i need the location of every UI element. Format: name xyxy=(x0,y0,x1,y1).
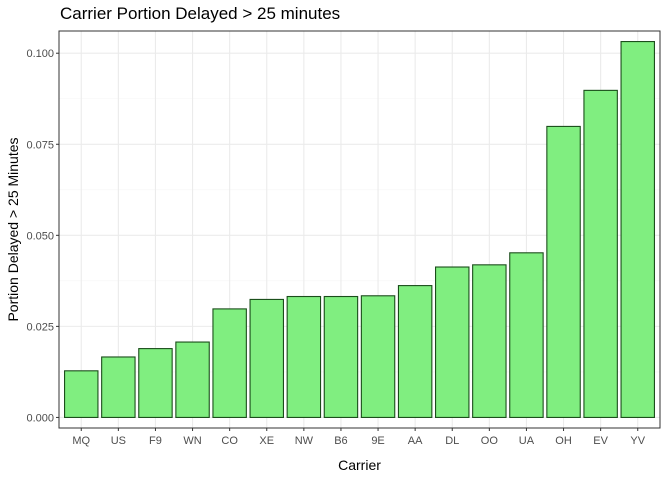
x-tick-label: DL xyxy=(445,435,459,447)
bar-nw xyxy=(286,295,322,418)
x-tick-label: WN xyxy=(183,435,201,447)
y-tick-label: 0.050 xyxy=(26,230,54,242)
y-axis-ticks: 0.000 0.025 0.050 0.075 0.100 xyxy=(26,48,59,424)
bar-oh xyxy=(546,125,581,418)
x-tick-label: AA xyxy=(408,435,423,447)
bar-ua xyxy=(509,252,544,418)
bar-oo xyxy=(472,264,507,418)
x-tick-label: EV xyxy=(593,435,608,447)
bar-9e xyxy=(360,295,396,418)
y-tick-label: 0.075 xyxy=(26,139,54,151)
x-tick-label: UA xyxy=(519,435,535,447)
y-tick-label: 0.100 xyxy=(26,48,54,60)
bar-co xyxy=(212,308,247,418)
x-tick-label: B6 xyxy=(334,435,347,447)
x-tick-label: XE xyxy=(259,435,274,447)
y-axis-title: Portion Delayed > 25 Minutes xyxy=(5,137,21,321)
x-tick-label: OH xyxy=(555,435,572,447)
bar-xe xyxy=(249,298,284,418)
x-tick-label: 9E xyxy=(371,435,384,447)
x-tick-label: YV xyxy=(630,435,645,447)
bar-wn xyxy=(175,341,210,418)
x-tick-label: F9 xyxy=(149,435,162,447)
y-tick-label: 0.025 xyxy=(26,321,54,333)
x-tick-label: NW xyxy=(295,435,314,447)
bar-ev xyxy=(583,89,618,418)
bar-f9 xyxy=(138,348,173,418)
bar-aa xyxy=(397,285,433,418)
x-tick-label: US xyxy=(111,435,126,447)
bar-dl xyxy=(435,266,470,418)
x-tick-label: OO xyxy=(481,435,499,447)
bar-us xyxy=(101,356,136,418)
x-axis-title: Carrier xyxy=(338,457,381,473)
bar-yv xyxy=(620,41,655,418)
x-tick-label: CO xyxy=(221,435,238,447)
bar-b6 xyxy=(323,295,359,418)
bar-mq xyxy=(64,370,99,418)
chart-title: Carrier Portion Delayed > 25 minutes xyxy=(60,4,341,23)
x-axis-ticks: MQ US F9 WN CO XE NW B6 9E AA DL OO UA OH EV YV xyxy=(72,428,646,447)
x-tick-label: MQ xyxy=(72,435,90,447)
panel-border xyxy=(58,30,661,429)
y-tick-label: 0.000 xyxy=(26,412,54,424)
bars xyxy=(64,41,655,418)
